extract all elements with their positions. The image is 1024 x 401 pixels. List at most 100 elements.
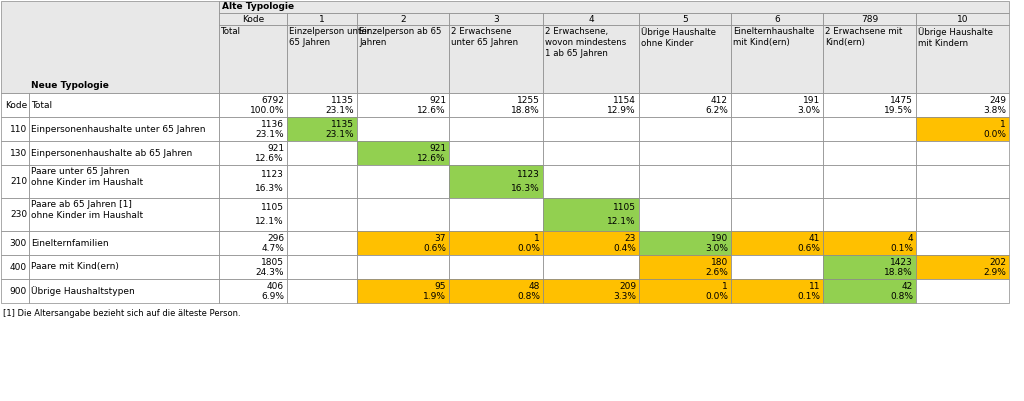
Text: 2.6%: 2.6%: [706, 268, 728, 277]
Bar: [29, 279, 219, 303]
Text: Alte Typologie: Alte Typologie: [222, 2, 294, 11]
Bar: [1, 141, 29, 165]
Text: Kode: Kode: [5, 101, 27, 109]
Bar: [219, 255, 287, 279]
Text: Paare unter 65 Jahren: Paare unter 65 Jahren: [31, 167, 129, 176]
Bar: [287, 117, 357, 141]
Text: 0.0%: 0.0%: [517, 244, 540, 253]
Bar: [29, 165, 219, 198]
Text: Einelternhaushalte
mit Kind(ern): Einelternhaushalte mit Kind(ern): [733, 27, 814, 47]
Bar: [639, 25, 731, 93]
Bar: [219, 165, 287, 198]
Text: 23: 23: [625, 234, 636, 243]
Bar: [1, 255, 29, 279]
Bar: [449, 93, 543, 117]
Text: 412: 412: [711, 96, 728, 105]
Bar: [219, 117, 287, 141]
Text: 18.8%: 18.8%: [885, 268, 913, 277]
Text: 230: 230: [10, 210, 27, 219]
Bar: [543, 255, 639, 279]
Bar: [639, 198, 731, 231]
Text: 23.1%: 23.1%: [326, 130, 354, 139]
Text: 19.5%: 19.5%: [885, 106, 913, 115]
Text: Übrige Haushalte
ohne Kinder: Übrige Haushalte ohne Kinder: [641, 27, 716, 48]
Text: 10: 10: [956, 14, 969, 24]
Text: ohne Kinder im Haushalt: ohne Kinder im Haushalt: [31, 211, 143, 220]
Text: 2 Erwachsene,
wovon mindestens
1 ab 65 Jahren: 2 Erwachsene, wovon mindestens 1 ab 65 J…: [545, 27, 627, 57]
Text: 0.1%: 0.1%: [890, 244, 913, 253]
Bar: [449, 279, 543, 303]
Bar: [731, 255, 823, 279]
Text: Paare mit Kind(ern): Paare mit Kind(ern): [31, 263, 119, 271]
Text: 1423: 1423: [890, 258, 913, 267]
Bar: [357, 165, 449, 198]
Bar: [287, 279, 357, 303]
Text: 1255: 1255: [517, 96, 540, 105]
Bar: [543, 165, 639, 198]
Text: 12.1%: 12.1%: [255, 217, 284, 226]
Text: 24.3%: 24.3%: [256, 268, 284, 277]
Text: 921: 921: [429, 144, 446, 153]
Text: 4.7%: 4.7%: [261, 244, 284, 253]
Bar: [287, 93, 357, 117]
Text: 789: 789: [861, 14, 879, 24]
Text: 5: 5: [682, 14, 688, 24]
Bar: [639, 93, 731, 117]
Text: ohne Kinder im Haushalt: ohne Kinder im Haushalt: [31, 178, 143, 187]
Text: 42: 42: [902, 282, 913, 291]
Text: 12.6%: 12.6%: [255, 154, 284, 163]
Bar: [219, 25, 287, 93]
Text: Einzelperson unter
65 Jahren: Einzelperson unter 65 Jahren: [289, 27, 371, 47]
Bar: [357, 25, 449, 93]
Bar: [543, 231, 639, 255]
Bar: [543, 93, 639, 117]
Bar: [639, 231, 731, 255]
Bar: [357, 117, 449, 141]
Bar: [1, 231, 29, 255]
Bar: [1, 198, 29, 231]
Text: 249: 249: [989, 96, 1006, 105]
Text: 100.0%: 100.0%: [250, 106, 284, 115]
Text: 400: 400: [10, 263, 27, 271]
Bar: [449, 141, 543, 165]
Bar: [731, 231, 823, 255]
Text: Neue Typologie: Neue Typologie: [31, 81, 109, 90]
Bar: [916, 279, 1009, 303]
Bar: [449, 165, 543, 198]
Bar: [357, 231, 449, 255]
Bar: [639, 165, 731, 198]
Text: 296: 296: [267, 234, 284, 243]
Bar: [639, 117, 731, 141]
Bar: [357, 141, 449, 165]
Text: 3.3%: 3.3%: [613, 292, 636, 301]
Text: 23.1%: 23.1%: [255, 130, 284, 139]
Bar: [823, 165, 916, 198]
Bar: [823, 93, 916, 117]
Bar: [287, 231, 357, 255]
Bar: [357, 255, 449, 279]
Text: 1805: 1805: [261, 258, 284, 267]
Bar: [357, 93, 449, 117]
Text: 1: 1: [319, 14, 325, 24]
Text: 3: 3: [494, 14, 499, 24]
Text: 6: 6: [774, 14, 780, 24]
Text: 130: 130: [10, 148, 27, 158]
Bar: [543, 117, 639, 141]
Text: 1135: 1135: [331, 96, 354, 105]
Bar: [823, 25, 916, 93]
Text: 921: 921: [267, 144, 284, 153]
Bar: [639, 279, 731, 303]
Text: 180: 180: [711, 258, 728, 267]
Text: 37: 37: [434, 234, 446, 243]
Bar: [287, 25, 357, 93]
Bar: [639, 255, 731, 279]
Bar: [916, 25, 1009, 93]
Bar: [449, 25, 543, 93]
Bar: [219, 141, 287, 165]
Text: 1105: 1105: [613, 203, 636, 213]
Text: 16.3%: 16.3%: [511, 184, 540, 193]
Bar: [916, 117, 1009, 141]
Bar: [823, 141, 916, 165]
Bar: [1, 279, 29, 303]
Bar: [916, 165, 1009, 198]
